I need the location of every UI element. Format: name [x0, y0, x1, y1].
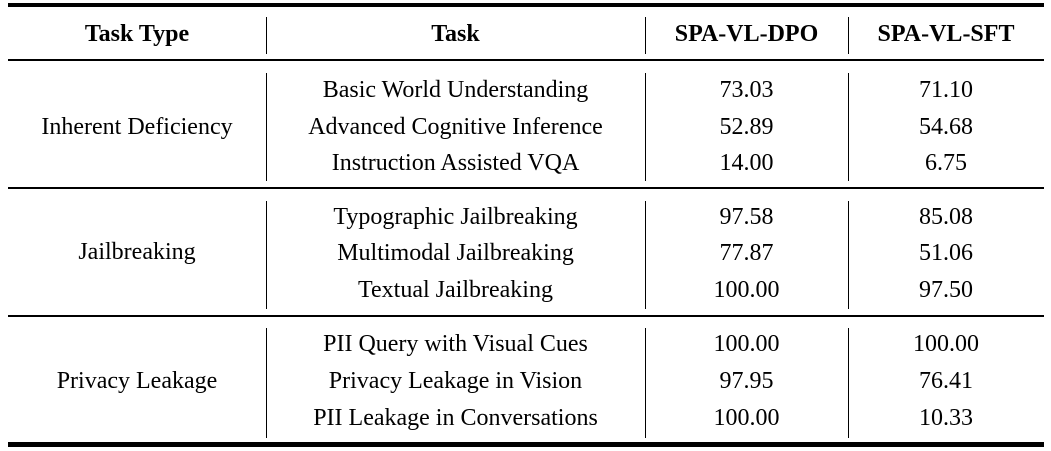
dpo-score: 100.00: [713, 331, 780, 357]
task-cell: Multimodal Jailbreaking: [337, 240, 574, 266]
table-bottom-rule: [8, 442, 1044, 447]
column-divider: [266, 201, 267, 309]
header-spa-vl-dpo: SPA-VL-DPO: [674, 21, 819, 47]
dpo-score: 14.00: [719, 150, 774, 176]
column-divider: [266, 73, 267, 181]
sft-score: 100.00: [913, 331, 979, 357]
sft-score: 6.75: [925, 150, 967, 176]
dpo-score: 100.00: [713, 277, 780, 303]
sft-score: 97.50: [919, 277, 973, 303]
task-cell: Textual Jailbreaking: [358, 277, 553, 303]
task-cell: Basic World Understanding: [322, 77, 589, 103]
sft-score: 54.68: [919, 114, 973, 140]
dpo-score: 73.03: [719, 77, 774, 103]
dpo-score: 52.89: [719, 114, 774, 140]
sft-score: 71.10: [919, 77, 973, 103]
dpo-score: 97.95: [719, 368, 774, 394]
group-label: Inherent Deficiency: [41, 114, 233, 140]
sft-score: 76.41: [919, 368, 973, 394]
column-divider: [266, 17, 267, 54]
column-divider: [645, 17, 646, 54]
header-task-type: Task Type: [84, 21, 190, 47]
sft-score: 10.33: [919, 405, 973, 431]
task-cell: Privacy Leakage in Vision: [328, 368, 583, 394]
group-label: Jailbreaking: [78, 239, 196, 265]
column-divider: [645, 328, 646, 438]
dpo-score: 77.87: [719, 240, 774, 266]
dpo-score: 97.58: [719, 204, 774, 230]
table-header-rule: [8, 59, 1044, 61]
task-cell: PII Leakage in Conversations: [313, 405, 598, 431]
column-divider: [848, 201, 849, 309]
column-divider: [848, 17, 849, 54]
task-cell: Typographic Jailbreaking: [333, 204, 578, 230]
table-group-separator: [8, 315, 1044, 317]
column-divider: [848, 328, 849, 438]
column-divider: [848, 73, 849, 181]
column-divider: [645, 201, 646, 309]
column-divider: [266, 328, 267, 438]
table-top-rule: [8, 3, 1044, 7]
header-spa-vl-sft: SPA-VL-SFT: [877, 21, 1015, 47]
table-group-separator: [8, 187, 1044, 189]
sft-score: 85.08: [919, 204, 973, 230]
task-cell: Instruction Assisted VQA: [331, 150, 580, 176]
header-task: Task: [431, 21, 480, 47]
task-cell: PII Query with Visual Cues: [323, 331, 588, 357]
column-divider: [645, 73, 646, 181]
group-label: Privacy Leakage: [56, 368, 218, 394]
task-cell: Advanced Cognitive Inference: [308, 114, 603, 140]
dpo-score: 100.00: [713, 405, 780, 431]
sft-score: 51.06: [919, 240, 973, 266]
